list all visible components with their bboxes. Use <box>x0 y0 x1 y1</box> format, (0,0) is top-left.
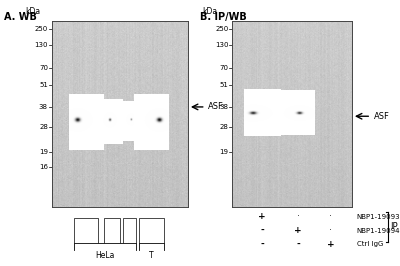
Text: NBP1-19094: NBP1-19094 <box>357 228 400 234</box>
Text: 19: 19 <box>219 149 228 155</box>
Text: 5: 5 <box>127 226 132 235</box>
Text: 130: 130 <box>215 43 228 48</box>
Text: HeLa: HeLa <box>95 251 115 260</box>
Text: 130: 130 <box>34 43 48 48</box>
Text: IP: IP <box>390 222 398 231</box>
Text: NBP1-19093: NBP1-19093 <box>357 214 400 220</box>
Text: ·: · <box>329 212 332 221</box>
Text: ASF: ASF <box>208 102 224 111</box>
Text: ·: · <box>329 226 332 235</box>
Text: +: + <box>258 212 266 221</box>
Text: 38: 38 <box>219 104 228 110</box>
Text: -: - <box>296 240 300 249</box>
Text: 70: 70 <box>39 65 48 71</box>
Text: 51: 51 <box>39 82 48 88</box>
Text: A. WB: A. WB <box>4 12 37 22</box>
Text: 16: 16 <box>39 164 48 169</box>
Text: 50: 50 <box>146 226 156 235</box>
Text: B. IP/WB: B. IP/WB <box>200 12 247 22</box>
Text: ·: · <box>296 212 300 221</box>
Text: 38: 38 <box>39 104 48 110</box>
Text: -: - <box>260 226 264 235</box>
Text: kDa: kDa <box>25 7 40 16</box>
Text: 250: 250 <box>35 26 48 32</box>
Text: +: + <box>294 226 302 235</box>
Text: 250: 250 <box>215 26 228 32</box>
Text: 15: 15 <box>107 226 117 235</box>
Text: ASF: ASF <box>374 112 390 121</box>
Text: 50: 50 <box>81 226 91 235</box>
Text: 28: 28 <box>220 124 228 130</box>
Text: 51: 51 <box>220 82 228 88</box>
Text: Ctrl IgG: Ctrl IgG <box>357 242 383 247</box>
Text: -: - <box>260 240 264 249</box>
Text: kDa: kDa <box>202 7 217 16</box>
Text: 19: 19 <box>39 149 48 155</box>
Text: T: T <box>149 251 154 260</box>
Text: +: + <box>326 240 334 249</box>
Text: 70: 70 <box>219 65 228 71</box>
Text: 28: 28 <box>39 124 48 130</box>
